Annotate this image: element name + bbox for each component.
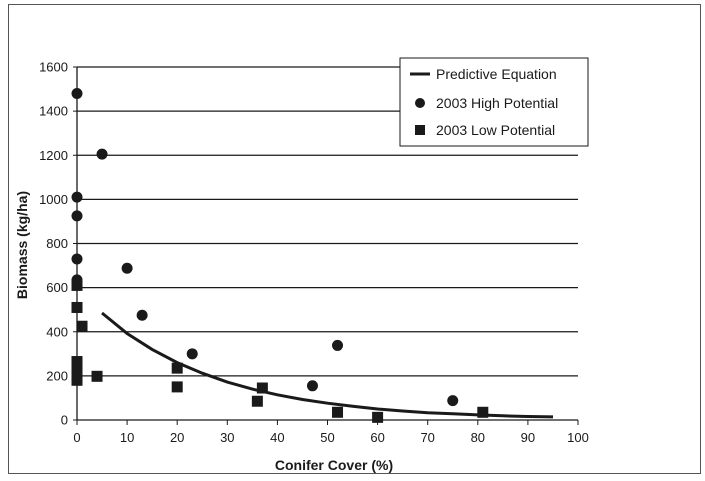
legend-label-predictive-equation: Predictive Equation [436, 66, 557, 82]
legend-circle-swatch [415, 98, 425, 108]
low-potential-point-10 [251, 395, 263, 407]
high-potential-point-1 [71, 191, 83, 203]
low-potential-point-2 [71, 356, 83, 368]
x-axis-title: Conifer Cover (%) [275, 457, 393, 473]
legend-box [399, 57, 589, 147]
y-tick-label-800: 800 [46, 236, 68, 251]
x-tick-label-20: 20 [170, 430, 184, 445]
x-tick-label-10: 10 [120, 430, 134, 445]
high-potential-point-9 [306, 380, 318, 392]
low-potential-point-4 [71, 369, 83, 381]
high-potential-point-2 [71, 210, 83, 222]
low-potential-point-6 [76, 320, 88, 332]
low-potential-point-0 [71, 279, 83, 291]
y-tick-label-1000: 1000 [39, 192, 68, 207]
low-potential-point-14 [477, 406, 489, 418]
y-tick-label-1200: 1200 [39, 148, 68, 163]
y-tick-label-1400: 1400 [39, 104, 68, 119]
predictive-equation-line [101, 311, 554, 419]
x-tick-label-100: 100 [567, 430, 589, 445]
high-potential-point-5 [96, 148, 108, 160]
low-potential-point-5 [71, 374, 83, 386]
legend-label-low-potential: 2003 Low Potential [436, 122, 555, 138]
low-potential-point-13 [372, 411, 384, 423]
high-potential-point-8 [186, 348, 198, 360]
y-tick-label-1600: 1600 [39, 60, 68, 75]
y-tick-label-600: 600 [46, 280, 68, 295]
legend-square-swatch [415, 125, 425, 135]
high-potential-point-0 [71, 87, 83, 99]
x-tick-label-80: 80 [471, 430, 485, 445]
legend-label-high-potential: 2003 High Potential [436, 95, 558, 111]
legend: Predictive Equation 2003 High Potential … [399, 57, 589, 147]
x-tick-label-50: 50 [320, 430, 334, 445]
low-potential-point-3 [71, 362, 83, 374]
high-potential-point-6 [121, 262, 133, 274]
y-tick-label-0: 0 [61, 413, 68, 428]
x-tick-label-30: 30 [220, 430, 234, 445]
low-potential-point-1 [71, 301, 83, 313]
x-tick-labels: 0 10 20 30 40 50 60 70 80 90 100 [73, 430, 588, 445]
x-tick-label-70: 70 [420, 430, 434, 445]
high-potential-point-10 [332, 339, 344, 351]
low-potential-point-11 [256, 382, 268, 394]
low-potential-point-9 [171, 381, 183, 393]
x-tick-label-0: 0 [73, 430, 80, 445]
plot-area [71, 87, 554, 423]
x-tick-label-90: 90 [521, 430, 535, 445]
low-potential-point-8 [171, 362, 183, 374]
high-potential-point-11 [447, 395, 459, 407]
y-axis-title: Biomass (kg/ha) [14, 191, 30, 299]
y-tick-label-400: 400 [46, 324, 68, 339]
y-tick-label-200: 200 [46, 368, 68, 383]
high-potential-point-7 [136, 309, 148, 321]
low-potential-point-12 [332, 406, 344, 418]
low-potential-point-7 [91, 370, 103, 382]
high-potential-point-3 [71, 253, 83, 265]
x-tick-label-40: 40 [270, 430, 284, 445]
x-tick-label-60: 60 [370, 430, 384, 445]
y-tick-labels: 0 200 400 600 800 1000 1200 1400 1600 [39, 60, 68, 428]
